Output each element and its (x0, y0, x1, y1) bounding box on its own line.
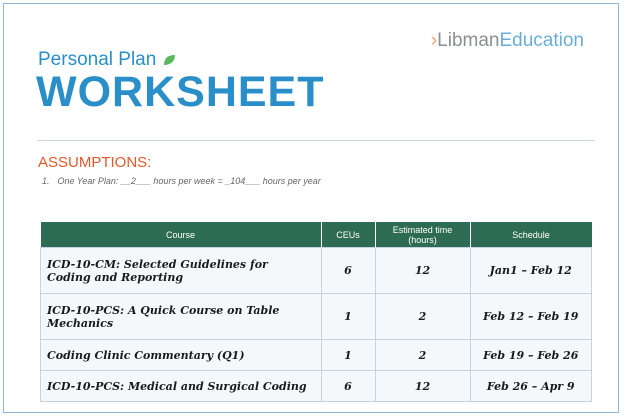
estimated-time: 12 (374, 247, 471, 294)
ceus: 1 (320, 339, 376, 371)
course-name: ICD-10-CM: Selected Guidelines for Codin… (40, 247, 322, 294)
table-row: ICD-10-PCS: A Quick Course on Table Mech… (40, 293, 592, 340)
table-row: ICD-10-PCS: Medical and Surgical Coding 6… (40, 370, 592, 402)
estimated-time: 12 (374, 370, 471, 402)
subtitle-text: Personal Plan (38, 49, 157, 70)
schedule: Feb 12 – Feb 19 (469, 293, 592, 340)
column-header: CEUs (321, 222, 376, 248)
course-name: Coding Clinic Commentary (Q1) (40, 339, 322, 371)
assumption-item: 1. One Year Plan: __2___ hours per week =… (42, 176, 329, 186)
header-row: Course CEUs Estimated time (hours) Sched… (40, 222, 592, 248)
column-header: Schedule (470, 222, 592, 248)
logo-arrow: › (430, 30, 438, 51)
estimated-time: 2 (374, 293, 471, 340)
logo-suffix: Education (499, 30, 584, 51)
course-name: ICD-10-PCS: Medical and Surgical Coding (40, 370, 322, 402)
column-header: Estimated time (hours) (375, 222, 471, 248)
item-text: One Year Plan: __2___ hours per week = _… (57, 176, 321, 186)
section-heading: ASSUMPTIONS: (38, 154, 152, 171)
table-row: Coding Clinic Commentary (Q1) 1 2 Feb 19 – … (40, 339, 592, 371)
course-table: Course CEUs Estimated time (hours) Sched… (40, 222, 592, 402)
table-row: ICD-10-CM: Selected Guidelines for Codin… (40, 247, 592, 294)
column-header: Course (40, 222, 322, 248)
schedule: Jan1 – Feb 12 (469, 247, 592, 294)
page: ›LibmanEducation Personal Plan WORKSHEET… (3, 3, 619, 413)
course-name: ICD-10-PCS: A Quick Course on Table Mech… (40, 293, 322, 340)
table-body: ICD-10-CM: Selected Guidelines for Codin… (40, 247, 592, 402)
leaf-icon (163, 54, 175, 65)
ceus: 1 (320, 293, 376, 340)
schedule: Feb 19 – Feb 26 (469, 339, 592, 371)
ceus: 6 (320, 247, 376, 294)
title: WORKSHEET (36, 68, 325, 116)
divider (38, 140, 594, 141)
logo-name: Libman (437, 30, 500, 51)
logo: ›LibmanEducation (431, 30, 584, 52)
schedule: Feb 26 – Apr 9 (469, 370, 592, 402)
item-number: 1. (42, 176, 50, 186)
estimated-time: 2 (374, 339, 471, 371)
subtitle: Personal Plan (38, 49, 176, 71)
ceus: 6 (320, 370, 376, 402)
